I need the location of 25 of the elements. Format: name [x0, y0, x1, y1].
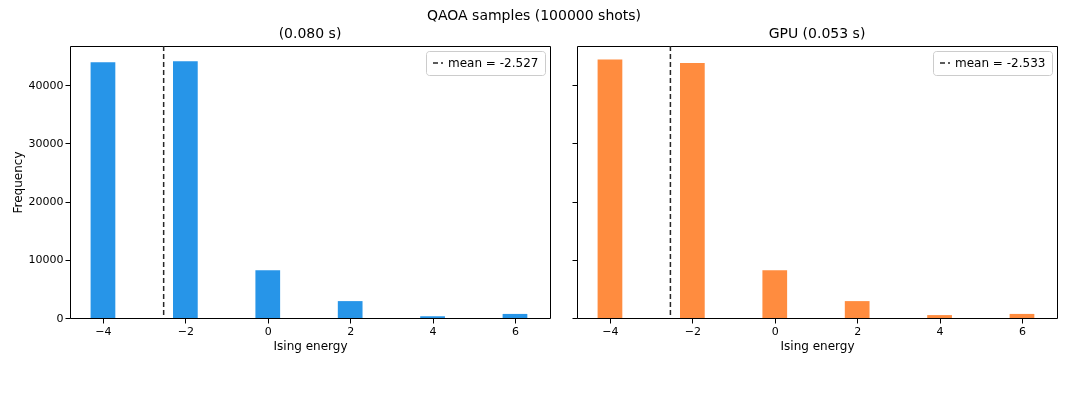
x-tick-label: 6 — [1018, 324, 1026, 338]
y-tick-label: 40000 — [28, 78, 64, 92]
chart-subtitle: QAOA samples (100000 shots) — [426, 6, 642, 23]
x-tick-label: −4 — [602, 324, 619, 338]
y-tick-label: 20000 — [28, 195, 64, 209]
y-tick-label: 10000 — [28, 253, 64, 267]
chart-title: (0.080 s) — [278, 25, 342, 42]
y-axis-title: Frequency — [10, 151, 25, 214]
x-tick-label: 2 — [347, 324, 355, 338]
x-tick-label: 4 — [429, 324, 437, 338]
y-tick-label: 0 — [56, 311, 64, 325]
x-tick-label: −4 — [95, 324, 112, 338]
x-tick-label: 6 — [511, 324, 519, 338]
x-tick-label: 4 — [936, 324, 944, 338]
x-tick-label: 0 — [771, 324, 779, 338]
chart-title: GPU (0.053 s) — [768, 25, 866, 42]
x-tick-label: −2 — [684, 324, 701, 338]
x-axis-title: Ising energy — [273, 338, 348, 353]
x-tick-label: 2 — [854, 324, 862, 338]
ref-line-label: mean = -2.533 — [955, 56, 1046, 70]
x-tick-label: −2 — [177, 324, 194, 338]
x-tick-label: 0 — [264, 324, 272, 338]
x-axis-title: Ising energy — [780, 338, 855, 353]
ref-line-label: mean = -2.527 — [448, 56, 539, 70]
y-tick-label: 30000 — [28, 136, 64, 150]
